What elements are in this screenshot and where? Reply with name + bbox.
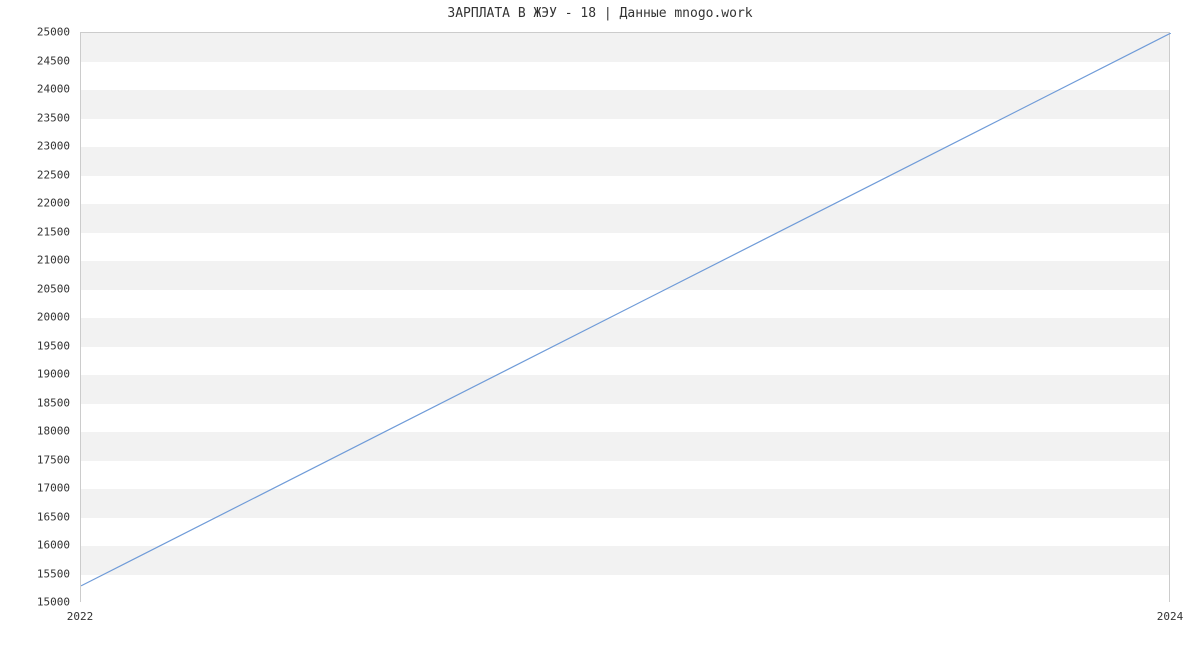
series-line [81, 33, 1171, 586]
y-tick-label: 22000 [0, 197, 70, 210]
y-tick-label: 19000 [0, 368, 70, 381]
y-tick-label: 23000 [0, 140, 70, 153]
y-tick-label: 18500 [0, 396, 70, 409]
y-tick-label: 21500 [0, 225, 70, 238]
y-tick-label: 21000 [0, 254, 70, 267]
y-tick-label: 16000 [0, 539, 70, 552]
y-tick-label: 23500 [0, 111, 70, 124]
y-tick-label: 25000 [0, 26, 70, 39]
y-tick-label: 20500 [0, 282, 70, 295]
y-tick-label: 17000 [0, 482, 70, 495]
chart-line-layer [81, 33, 1171, 603]
y-tick-label: 17500 [0, 453, 70, 466]
y-tick-label: 24500 [0, 54, 70, 67]
y-tick-label: 16500 [0, 510, 70, 523]
x-tick-label: 2022 [67, 610, 94, 623]
y-tick-label: 19500 [0, 339, 70, 352]
x-tick-label: 2024 [1157, 610, 1184, 623]
y-tick-label: 24000 [0, 83, 70, 96]
y-tick-label: 15500 [0, 567, 70, 580]
chart-title: ЗАРПЛАТА В ЖЭУ - 18 | Данные mnogo.work [0, 6, 1200, 21]
plot-area [80, 32, 1170, 602]
y-tick-label: 20000 [0, 311, 70, 324]
y-tick-label: 22500 [0, 168, 70, 181]
y-tick-label: 18000 [0, 425, 70, 438]
y-tick-label: 15000 [0, 596, 70, 609]
